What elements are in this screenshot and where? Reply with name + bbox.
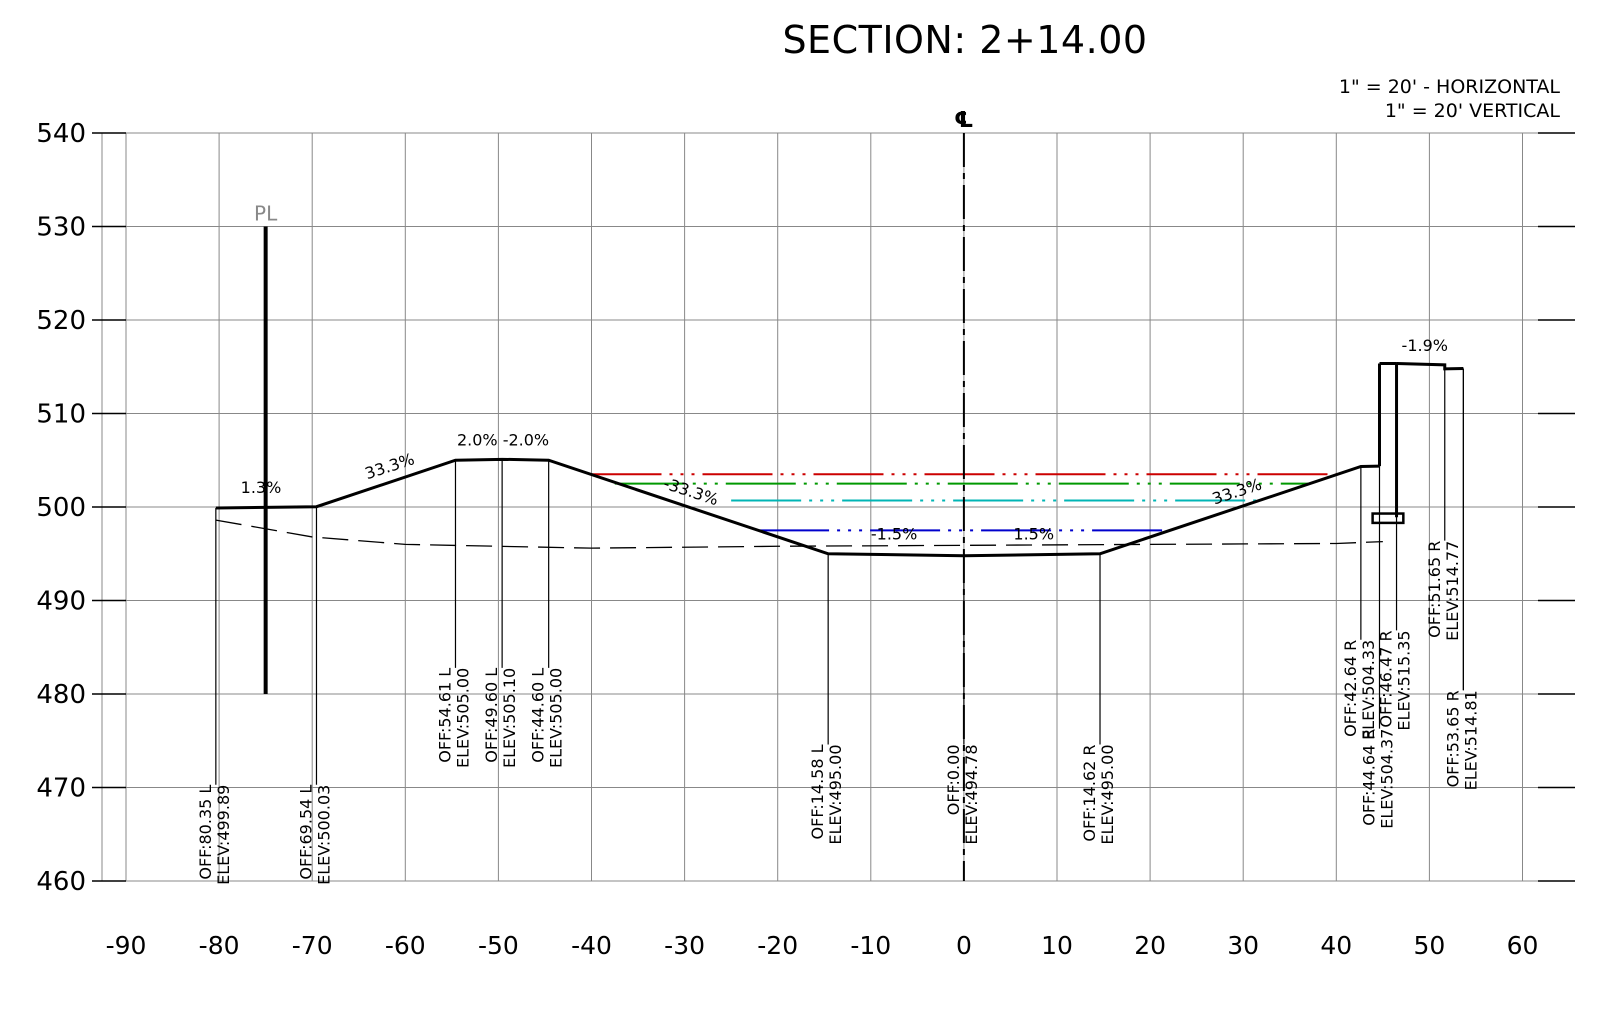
existing-ground [215,519,1383,549]
station-offset-label: OFF:49.60 L [482,668,501,763]
station-offset-label: OFF:80.35 L [196,785,215,880]
y-tick-label: 500 [36,493,86,523]
station-elev-label: ELEV:505.00 [453,668,472,768]
y-tick-label: 530 [36,213,86,243]
station-elev-label: ELEV:495.00 [826,744,845,844]
grade-label: -33.3% [661,474,721,510]
x-tick-label: -50 [478,931,519,960]
x-tick-label: -30 [664,931,705,960]
x-tick-label: 10 [1041,931,1073,960]
station-offset-label: OFF:46.47 R [1377,630,1396,727]
x-tick-label: -40 [571,931,612,960]
station-offset-label: OFF:53.65 R [1443,690,1462,787]
design-surface: PL [215,202,1464,694]
horizontal-scale-note: 1" = 20' - HORIZONTAL [1338,76,1560,98]
station-offset-label: OFF:14.58 L [808,744,827,839]
centerline-symbol: ℄ [954,108,974,133]
station-offset-label: OFF:44.60 L [529,668,548,763]
station-elev-label: ELEV:494.78 [962,744,981,844]
y-tick-label: 460 [36,867,86,897]
grade-label: -1.5% [871,525,917,544]
existing-ground-line [215,519,1383,549]
x-tick-label: -70 [292,931,333,960]
y-tick-label: 510 [36,400,86,430]
station-offset-label: OFF:69.54 L [296,785,315,880]
station-offset-label: OFF:44.64 R [1359,729,1378,826]
x-tick-label: 20 [1134,931,1166,960]
y-tick-label: 470 [36,774,86,804]
station-elev-label: ELEV:515.35 [1395,630,1414,730]
station-elev-label: ELEV:499.89 [214,785,233,885]
station-offset-label: OFF:42.64 R [1341,640,1360,737]
x-tick-label: 30 [1227,931,1259,960]
y-tick-label: 540 [36,119,86,149]
station-offset-label: OFF:51.65 R [1425,541,1444,638]
x-tick-label: 50 [1413,931,1445,960]
grade-label: 2.0% -2.0% [457,430,549,449]
section-title: SECTION: 2+14.00 [782,18,1148,62]
y-tick-label: 480 [36,680,86,710]
wall-footing [1371,512,1405,525]
grade-label: 1.5% [1013,525,1054,544]
station-elev-label: ELEV:505.10 [500,668,519,768]
x-tick-label: 40 [1320,931,1352,960]
station-elev-label: ELEV:514.81 [1461,690,1480,790]
vertical-scale-note: 1" = 20' VERTICAL [1384,100,1560,122]
x-tick-label: -10 [850,931,891,960]
x-tick-label: -60 [385,931,426,960]
station-elev-label: ELEV:514.77 [1443,541,1462,641]
grade-label: 33.3% [363,449,417,483]
grade-label: 33.3% [1210,475,1264,509]
station-offset-label: OFF:54.61 L [435,668,454,763]
y-tick-label: 490 [36,587,86,617]
station-offset-label: OFF:0.00 [944,744,963,815]
x-tick-label: 60 [1507,931,1539,960]
x-tick-label: -90 [106,931,147,960]
x-tick-label: -80 [199,931,240,960]
station-callouts: OFF:80.35 L ELEV:499.89 OFF:69.54 L ELEV:50… [196,363,1480,885]
design-surface-line [215,457,1380,558]
wall-cap-surface [1396,361,1464,371]
property-line-label: PL [254,202,278,226]
station-elev-label: ELEV:504.37 [1377,729,1396,829]
station-elev-label: ELEV:500.03 [314,785,333,885]
station-elev-label: ELEV:504.33 [1359,640,1378,740]
x-tick-label: -20 [757,931,798,960]
grade-label: -1.9% [1402,336,1448,355]
station-elev-label: ELEV:505.00 [547,668,566,768]
station-elev-label: ELEV:495.00 [1098,744,1117,844]
y-tick-label: 520 [36,306,86,336]
x-tick-label: 0 [956,931,972,960]
grade-label: 1.3% [241,478,282,497]
station-offset-label: OFF:14.62 R [1080,744,1099,841]
